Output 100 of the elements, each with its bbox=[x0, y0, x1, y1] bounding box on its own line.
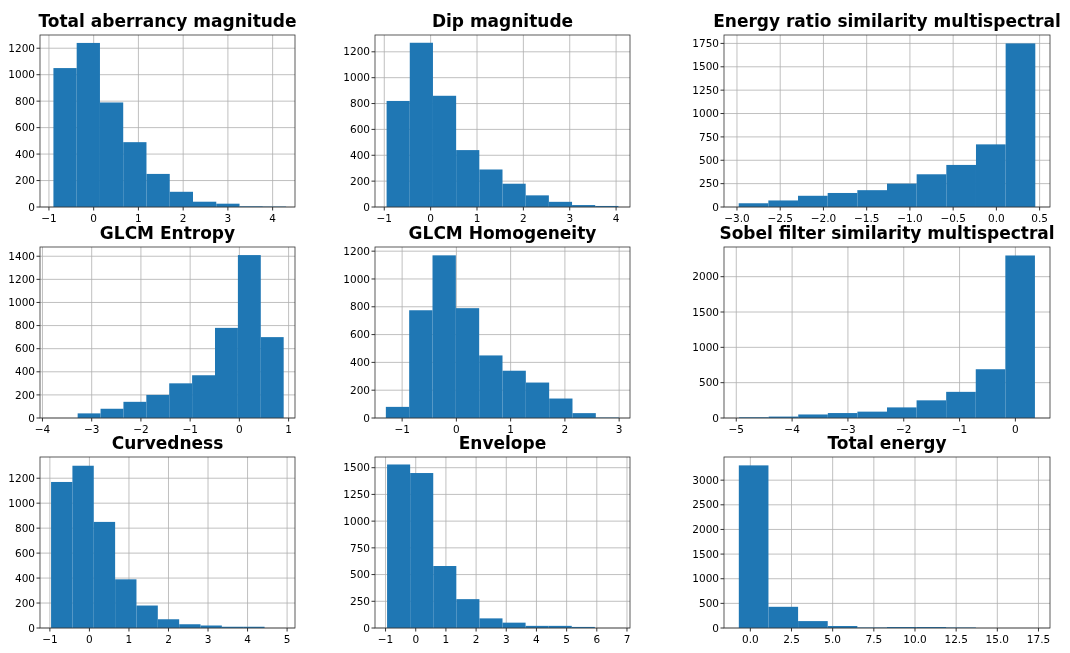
y-tick-label: 600 bbox=[14, 546, 35, 559]
y-tick-label: 0 bbox=[363, 200, 370, 213]
x-tick-label: −4 bbox=[34, 423, 51, 435]
x-tick-label: 2 bbox=[561, 423, 569, 435]
y-tick-label: 200 bbox=[14, 174, 35, 187]
y-tick-label: 500 bbox=[698, 597, 719, 610]
x-tick-label: 4 bbox=[533, 633, 541, 645]
y-tick-label: 3000 bbox=[692, 473, 719, 486]
chart-title: Dip magnitude bbox=[431, 11, 574, 31]
x-tick-label: 5 bbox=[563, 633, 570, 645]
y-tick-label: 600 bbox=[349, 123, 370, 136]
y-tick-label: 200 bbox=[349, 383, 370, 396]
y-tick-label: 1000 bbox=[8, 496, 35, 509]
x-tick-label: 1 bbox=[125, 633, 133, 645]
x-tick-label: 7 bbox=[623, 633, 631, 645]
x-tick-label: 3 bbox=[566, 212, 574, 224]
x-tick-label: −2 bbox=[133, 423, 149, 435]
x-tick-label: 2 bbox=[179, 212, 187, 224]
y-tick-label: 750 bbox=[698, 130, 719, 143]
y-tick-label: 600 bbox=[14, 121, 35, 134]
y-tick-label: 250 bbox=[698, 177, 719, 190]
x-tick-label: 5 bbox=[283, 633, 291, 645]
x-tick-label: −1 bbox=[376, 212, 393, 224]
x-tick-label: 17.5 bbox=[1026, 633, 1051, 645]
y-tick-label: 1200 bbox=[343, 244, 370, 257]
x-tick-label: 2 bbox=[165, 633, 172, 645]
y-tick-label: 1400 bbox=[8, 249, 35, 262]
y-tick-label: 800 bbox=[349, 97, 370, 110]
x-tick-label: 1 bbox=[135, 212, 142, 224]
y-tick-label: 600 bbox=[14, 342, 35, 355]
x-tick-label: −1 bbox=[182, 423, 198, 435]
chart-title: Energy ratio similarity multispectral bbox=[713, 11, 1061, 31]
y-tick-label: 1000 bbox=[692, 341, 719, 354]
y-tick-label: 1500 bbox=[692, 547, 719, 560]
y-tick-label: 1500 bbox=[343, 461, 370, 474]
x-tick-label: 0 bbox=[427, 212, 434, 224]
x-tick-label: 0.0 bbox=[988, 212, 1005, 224]
y-tick-label: 1000 bbox=[8, 68, 35, 81]
y-tick-label: 1000 bbox=[8, 296, 35, 309]
x-tick-label: 3 bbox=[502, 633, 510, 645]
y-tick-label: 1250 bbox=[692, 83, 719, 96]
y-tick-label: 1000 bbox=[692, 107, 719, 120]
y-tick-label: 200 bbox=[14, 596, 35, 609]
x-tick-label: 0 bbox=[86, 633, 93, 645]
chart-title: Envelope bbox=[458, 433, 547, 453]
y-tick-label: 600 bbox=[349, 328, 370, 341]
x-tick-label: −3 bbox=[840, 423, 856, 435]
x-tick-label: 1 bbox=[442, 633, 450, 645]
x-tick-label: −1 bbox=[951, 423, 968, 435]
chart-title: Total energy bbox=[827, 433, 947, 453]
y-tick-label: 0 bbox=[28, 411, 35, 424]
x-tick-label: −1 bbox=[41, 212, 57, 224]
y-tick-label: 400 bbox=[14, 147, 35, 160]
x-tick-label: −2.5 bbox=[767, 212, 793, 224]
y-tick-label: 2500 bbox=[692, 498, 719, 511]
x-tick-label: 15.0 bbox=[985, 633, 1010, 645]
y-tick-label: 1500 bbox=[692, 305, 719, 318]
x-tick-label: −1 bbox=[42, 633, 58, 645]
y-tick-label: 1000 bbox=[692, 572, 719, 585]
y-tick-label: 800 bbox=[349, 300, 370, 313]
x-tick-label: −0.5 bbox=[940, 212, 966, 224]
y-tick-label: 1750 bbox=[692, 37, 719, 50]
y-tick-label: 0 bbox=[363, 621, 370, 634]
y-tick-label: 1000 bbox=[343, 514, 370, 527]
y-tick-label: 2000 bbox=[692, 270, 719, 283]
x-tick-label: −1.0 bbox=[897, 212, 923, 224]
x-tick-label: 0 bbox=[236, 423, 243, 435]
y-tick-label: 2000 bbox=[692, 523, 719, 536]
x-tick-label: 0 bbox=[90, 212, 98, 224]
x-tick-label: −1 bbox=[377, 633, 394, 645]
x-tick-label: 0.0 bbox=[741, 633, 759, 645]
y-tick-label: 800 bbox=[14, 521, 35, 534]
y-tick-label: 0 bbox=[28, 621, 35, 634]
y-tick-label: 1000 bbox=[343, 272, 370, 285]
y-tick-label: 1000 bbox=[343, 71, 370, 84]
y-tick-label: 250 bbox=[349, 594, 370, 607]
y-tick-label: 400 bbox=[14, 571, 35, 584]
y-tick-label: 800 bbox=[14, 94, 35, 107]
x-tick-label: 3 bbox=[615, 423, 623, 435]
x-tick-label: −2.0 bbox=[810, 212, 837, 224]
x-tick-label: −3.0 bbox=[724, 212, 750, 224]
x-tick-label: 4 bbox=[612, 212, 620, 224]
chart-title: Total aberrancy magnitude bbox=[38, 11, 297, 31]
y-tick-label: 200 bbox=[14, 388, 35, 401]
x-tick-label: 4 bbox=[269, 212, 277, 224]
x-tick-label: 7.5 bbox=[865, 633, 883, 645]
x-tick-label: 0.5 bbox=[1031, 212, 1048, 224]
y-tick-label: 800 bbox=[14, 319, 35, 332]
x-tick-label: 1 bbox=[473, 212, 481, 224]
x-tick-label: 2 bbox=[472, 633, 480, 645]
x-tick-label: 1 bbox=[285, 423, 292, 435]
y-tick-label: 0 bbox=[363, 411, 370, 424]
x-tick-label: −1 bbox=[394, 423, 410, 435]
x-tick-label: 4 bbox=[244, 633, 252, 645]
y-tick-label: 200 bbox=[349, 174, 370, 187]
x-tick-label: 1 bbox=[507, 423, 514, 435]
chart-title: Sobel filter similarity multispectral bbox=[719, 223, 1055, 243]
y-tick-label: 1500 bbox=[692, 60, 719, 73]
y-tick-label: 0 bbox=[712, 621, 719, 634]
x-tick-label: 0 bbox=[1012, 423, 1019, 435]
